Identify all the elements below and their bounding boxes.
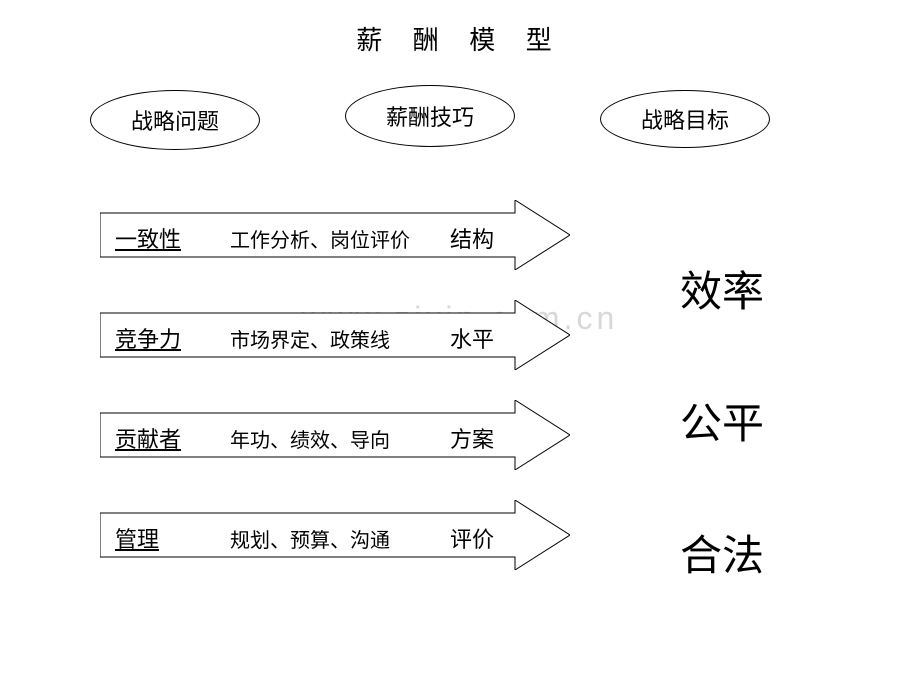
arrow-mid-label: 市场界定、政策线 xyxy=(230,324,390,353)
arrow-mid-label: 年功、绩效、导向 xyxy=(230,424,390,453)
arrow-mid-label: 规划、预算、沟通 xyxy=(230,524,390,553)
arrow-left-label: 一致性 xyxy=(115,222,181,254)
arrow-mid-label: 工作分析、岗位评价 xyxy=(230,224,410,253)
ellipse-label: 战略问题 xyxy=(131,104,219,136)
arrow-left-label: 管理 xyxy=(115,522,159,554)
ellipse-label: 战略目标 xyxy=(641,103,729,135)
ellipse-label: 薪酬技巧 xyxy=(386,100,474,132)
goal-fairness: 公平 xyxy=(680,390,764,451)
goal-efficiency: 效率 xyxy=(680,258,764,319)
arrow-row-competitiveness: 竞争力 市场界定、政策线 水平 xyxy=(100,300,570,370)
arrow-row-consistency: 一致性 工作分析、岗位评价 结构 xyxy=(100,200,570,270)
arrow-row-contributor: 贡献者 年功、绩效、导向 方案 xyxy=(100,400,570,470)
ellipse-strategic-goal: 战略目标 xyxy=(600,90,770,148)
arrow-row-management: 管理 规划、预算、沟通 评价 xyxy=(100,500,570,570)
arrow-right-label: 方案 xyxy=(450,422,494,454)
arrow-left-label: 贡献者 xyxy=(115,422,181,454)
arrow-right-label: 水平 xyxy=(450,322,494,354)
arrow-left-label: 竞争力 xyxy=(115,322,181,354)
arrow-right-label: 评价 xyxy=(450,522,494,554)
page-title: 薪 酬 模 型 xyxy=(356,20,564,57)
goal-legality: 合法 xyxy=(680,522,764,583)
ellipse-strategic-issue: 战略问题 xyxy=(90,90,260,150)
ellipse-compensation-skill: 薪酬技巧 xyxy=(345,85,515,147)
arrow-right-label: 结构 xyxy=(450,222,494,254)
